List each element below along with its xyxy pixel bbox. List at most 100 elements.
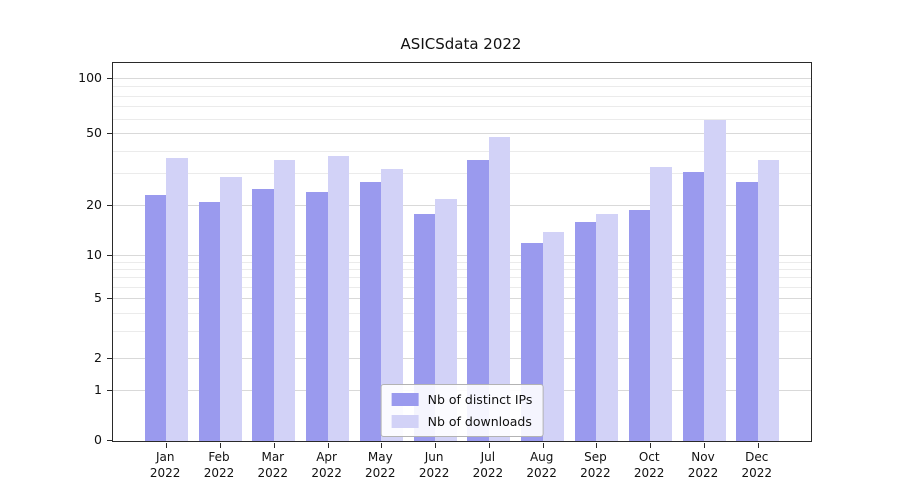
bar-distinct-ips-apr xyxy=(306,191,328,441)
y-tick-mark-100 xyxy=(107,78,112,79)
gridline-2 xyxy=(113,358,811,359)
gridline-minor-60 xyxy=(113,118,811,120)
gridline-10 xyxy=(113,255,811,256)
y-tick-mark-5 xyxy=(107,298,112,299)
bar-downloads-sep xyxy=(596,213,618,441)
bar-downloads-aug xyxy=(542,231,565,441)
gridline-minor-3 xyxy=(113,331,811,333)
x-label-month: Oct xyxy=(638,450,660,464)
x-tick-label-apr: Apr 2022 xyxy=(292,449,362,481)
gridline-minor-9 xyxy=(113,261,811,263)
bar-downloads-may xyxy=(381,169,403,441)
y-tick-label-10: 10 xyxy=(86,247,102,262)
bar-distinct-ips-dec xyxy=(736,182,758,441)
gridline-minor-90 xyxy=(113,86,811,88)
bar-downloads-oct xyxy=(650,166,672,441)
bar-downloads-feb xyxy=(220,176,242,441)
y-tick-mark-50 xyxy=(107,133,112,134)
x-label-year: 2022 xyxy=(741,466,773,480)
x-tick-label-mar: Mar 2022 xyxy=(238,449,308,481)
bar-distinct-ips-jul xyxy=(467,159,489,441)
gridline-minor-30 xyxy=(113,173,811,175)
x-tick-mark-jul xyxy=(488,443,490,448)
x-label-year: 2022 xyxy=(418,466,450,480)
gridline-100 xyxy=(113,78,811,79)
gridline-minor-6 xyxy=(113,286,811,288)
x-label-year: 2022 xyxy=(472,466,504,480)
y-tick-label-1: 1 xyxy=(94,382,102,397)
x-label-month: Dec xyxy=(745,450,769,464)
x-tick-mark-jan xyxy=(166,443,168,448)
x-label-year: 2022 xyxy=(311,466,342,480)
x-label-month: Nov xyxy=(691,450,715,464)
x-label-year: 2022 xyxy=(365,466,396,480)
x-tick-mark-may xyxy=(381,443,383,448)
x-label-year: 2022 xyxy=(526,466,557,480)
y-tick-label-20: 20 xyxy=(86,197,102,212)
bar-distinct-ips-jan xyxy=(144,195,167,441)
x-label-month: Jun xyxy=(424,450,444,464)
gridline-minor-80 xyxy=(113,95,811,97)
y-tick-mark-0 xyxy=(107,440,112,441)
x-label-year: 2022 xyxy=(580,466,611,480)
x-tick-label-oct: Oct 2022 xyxy=(614,449,684,481)
x-label-month: Jul xyxy=(480,450,496,464)
x-label-year: 2022 xyxy=(633,466,665,480)
gridline-50 xyxy=(113,133,811,134)
x-tick-mark-jun xyxy=(435,443,437,448)
x-label-year: 2022 xyxy=(149,466,181,480)
gridline-20 xyxy=(113,205,811,206)
x-tick-label-jan: Jan 2022 xyxy=(130,449,200,481)
bar-downloads-jan xyxy=(166,157,188,441)
x-tick-mark-nov xyxy=(704,443,705,448)
gridline-minor-70 xyxy=(113,106,811,108)
y-tick-mark-20 xyxy=(107,205,112,206)
bar-distinct-ips-mar xyxy=(252,188,274,441)
plot-area: Nb of distinct IPs Nb of downloads xyxy=(107,62,812,448)
x-label-month: Mar xyxy=(261,450,285,464)
legend-label-downloads: Nb of downloads xyxy=(427,414,532,429)
legend: Nb of distinct IPs Nb of downloads xyxy=(380,384,544,437)
bar-distinct-ips-sep xyxy=(574,222,597,441)
bar-distinct-ips-feb xyxy=(198,202,220,441)
x-label-month: Aug xyxy=(529,450,554,464)
gridline-minor-40 xyxy=(113,150,811,152)
x-label-month: Sep xyxy=(584,450,607,464)
x-tick-mark-feb xyxy=(220,443,221,448)
bar-downloads-jul xyxy=(488,137,511,441)
bar-downloads-dec xyxy=(757,159,780,441)
bar-downloads-nov xyxy=(704,119,726,441)
bar-downloads-mar xyxy=(273,159,296,441)
x-label-month: Feb xyxy=(208,450,230,464)
legend-swatch-downloads xyxy=(391,415,419,428)
x-tick-label-dec: Dec 2022 xyxy=(722,449,792,481)
x-tick-mark-sep xyxy=(596,443,598,448)
gridline-minor-8 xyxy=(113,268,811,270)
x-tick-mark-apr xyxy=(327,443,329,448)
y-tick-label-5: 5 xyxy=(94,290,102,305)
x-label-year: 2022 xyxy=(687,466,719,480)
x-tick-mark-dec xyxy=(757,443,759,448)
x-label-year: 2022 xyxy=(203,466,235,480)
x-tick-mark-oct xyxy=(650,443,652,448)
gridline-5 xyxy=(113,298,811,299)
y-tick-label-2: 2 xyxy=(94,350,102,365)
x-tick-label-feb: Feb 2022 xyxy=(184,449,254,481)
x-tick-label-sep: Sep 2022 xyxy=(560,449,630,481)
bar-downloads-apr xyxy=(327,155,350,441)
y-tick-mark-2 xyxy=(107,358,112,359)
y-tick-label-100: 100 xyxy=(78,70,102,85)
x-tick-label-jun: Jun 2022 xyxy=(399,449,469,481)
bar-distinct-ips-nov xyxy=(682,171,704,441)
x-label-year: 2022 xyxy=(257,466,289,480)
legend-label-distinct-ips: Nb of distinct IPs xyxy=(427,392,533,407)
x-tick-label-jul: Jul 2022 xyxy=(453,449,523,481)
bar-distinct-ips-may xyxy=(359,182,382,441)
legend-entry-downloads: Nb of downloads xyxy=(391,414,533,429)
y-tick-mark-10 xyxy=(107,255,112,256)
x-label-month: Jan xyxy=(155,450,175,464)
x-tick-mark-mar xyxy=(273,443,275,448)
legend-swatch-distinct-ips xyxy=(391,393,419,406)
legend-entry-distinct-ips: Nb of distinct IPs xyxy=(391,392,533,407)
